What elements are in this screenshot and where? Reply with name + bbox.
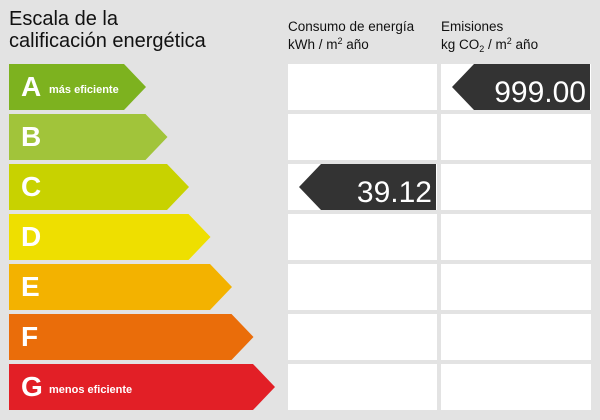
emisiones-cell-e — [441, 264, 591, 310]
title-line-2: calificación energética — [9, 30, 206, 52]
rating-letter-g: G — [21, 371, 43, 402]
rating-bar-b: B — [9, 114, 168, 160]
energy-rating-title: Escala de la calificación energética — [9, 8, 206, 52]
rating-letter-e: E — [21, 271, 40, 302]
consumo-header: Consumo de energía kWh / m2 año — [288, 18, 414, 55]
emisiones-indicator-arrow: 999.00 — [452, 64, 590, 110]
emisiones-cell-g — [441, 364, 591, 410]
rating-letter-d: D — [21, 221, 42, 252]
emisiones-cell-f — [441, 314, 591, 360]
consumo-header-line-1: Consumo de energía — [288, 19, 415, 34]
title-line-1: Escala de la — [9, 8, 118, 30]
rating-letter-c: C — [21, 171, 42, 202]
rating-bar-d: D — [9, 214, 211, 260]
emisiones-cell-c — [441, 164, 591, 210]
consumo-header-units: kWh / m2 año — [288, 36, 369, 52]
rating-bar-e: E — [9, 264, 232, 310]
emisiones-header-units: kg CO2 / m2 año — [441, 36, 539, 54]
emisiones-value: 999.00 — [494, 76, 586, 109]
emisiones-header-line-1: Emisiones — [441, 19, 504, 34]
consumo-cell-e — [288, 264, 437, 310]
consumo-cell-f — [288, 314, 437, 360]
rating-note-a: más eficiente — [49, 84, 119, 96]
rating-bar-f: F — [9, 314, 254, 360]
consumo-cell-a — [288, 64, 437, 110]
rating-bar-c: C — [9, 164, 189, 210]
emisiones-header: Emisiones kg CO2 / m2 año — [441, 18, 538, 55]
emisiones-cell-b — [441, 114, 591, 160]
rating-letter-b: B — [21, 121, 42, 152]
consumo-cell-b — [288, 114, 437, 160]
consumo-value: 39.12 — [356, 176, 432, 209]
consumo-cell-g — [288, 364, 437, 410]
rating-letter-a: A — [21, 71, 42, 102]
consumo-cell-d — [288, 214, 437, 260]
emisiones-cell-d — [441, 214, 591, 260]
rating-letter-f: F — [21, 321, 39, 352]
consumo-indicator-arrow: 39.12 — [299, 164, 436, 210]
rating-note-g: menos eficiente — [49, 384, 133, 396]
